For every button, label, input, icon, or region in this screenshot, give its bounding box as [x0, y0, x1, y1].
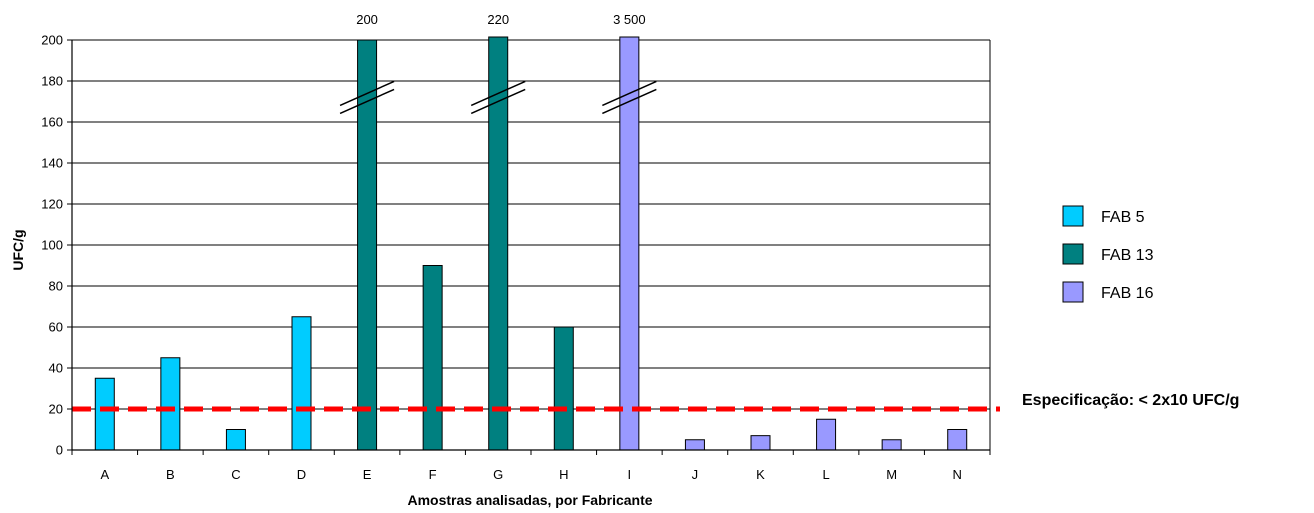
- bar: [947, 429, 968, 451]
- x-tick-label: C: [231, 467, 240, 482]
- break-line: [470, 80, 526, 107]
- legend-swatch: [1062, 243, 1084, 265]
- break-line: [339, 80, 395, 107]
- x-axis-title: Amostras analisadas, por Fabricante: [407, 492, 652, 508]
- bar: [684, 439, 705, 451]
- x-tick-label: I: [628, 467, 632, 482]
- break-line: [339, 88, 395, 115]
- y-tick-label: 60: [49, 320, 63, 335]
- y-tick-label: 100: [41, 238, 63, 253]
- bars: [94, 36, 968, 451]
- gridlines: [67, 39, 991, 455]
- x-tick-labels: A B C D E F G H I J K L M N: [100, 467, 961, 482]
- break-line: [602, 80, 657, 107]
- y-tick-labels: 0 20 40 60 80 100 120 140 160 180 200: [41, 33, 63, 458]
- y-tick-label: 200: [41, 33, 63, 48]
- y-tick-label: 160: [41, 115, 63, 130]
- bar: [160, 357, 181, 451]
- bar: [816, 418, 837, 451]
- legend-swatch: [1062, 205, 1084, 227]
- bar: [291, 316, 312, 451]
- legend-swatch: [1062, 281, 1084, 303]
- break-line: [470, 88, 526, 115]
- break-line: [602, 88, 657, 115]
- y-tick-label: 0: [56, 443, 63, 458]
- specification-label: Especificação: < 2x10 UFC/g: [1022, 392, 1239, 409]
- broken-bar-label: 3 500: [613, 12, 646, 27]
- legend-label: FAB 16: [1101, 285, 1154, 302]
- y-axis-title: UFC/g: [10, 229, 26, 270]
- bar: [422, 265, 443, 451]
- x-tick-label: H: [559, 467, 568, 482]
- legend-label: FAB 5: [1101, 209, 1145, 226]
- broken-bar-value-labels: 200 220 3 500: [356, 12, 645, 27]
- x-tick-label: D: [297, 467, 306, 482]
- x-tick-label: M: [886, 467, 897, 482]
- y-tick-label: 40: [49, 361, 63, 376]
- y-tick-label: 120: [41, 197, 63, 212]
- x-tick-label: E: [363, 467, 372, 482]
- x-tick-label: F: [429, 467, 437, 482]
- y-tick-label: 140: [41, 156, 63, 171]
- x-tick-label: A: [100, 467, 109, 482]
- legend-label: FAB 13: [1101, 247, 1154, 264]
- x-tick-label: K: [756, 467, 765, 482]
- bar: [881, 439, 902, 451]
- y-tick-label: 80: [49, 279, 63, 294]
- x-tick-label: B: [166, 467, 175, 482]
- x-tick-label: G: [493, 467, 503, 482]
- axes: [71, 40, 991, 451]
- bar: [553, 326, 574, 451]
- x-tick-label: N: [953, 467, 962, 482]
- broken-bar-label: 200: [356, 12, 378, 27]
- bar: [94, 377, 115, 451]
- y-tick-label: 180: [41, 74, 63, 89]
- axis-break-marks: [339, 80, 657, 115]
- legend: FAB 5 FAB 13 FAB 16: [1062, 205, 1154, 303]
- broken-bar-label: 220: [487, 12, 509, 27]
- x-tick-label: J: [692, 467, 699, 482]
- x-tick-label: L: [822, 467, 829, 482]
- bar: [225, 429, 246, 451]
- y-tick-label: 20: [49, 402, 63, 417]
- bar: [750, 435, 771, 451]
